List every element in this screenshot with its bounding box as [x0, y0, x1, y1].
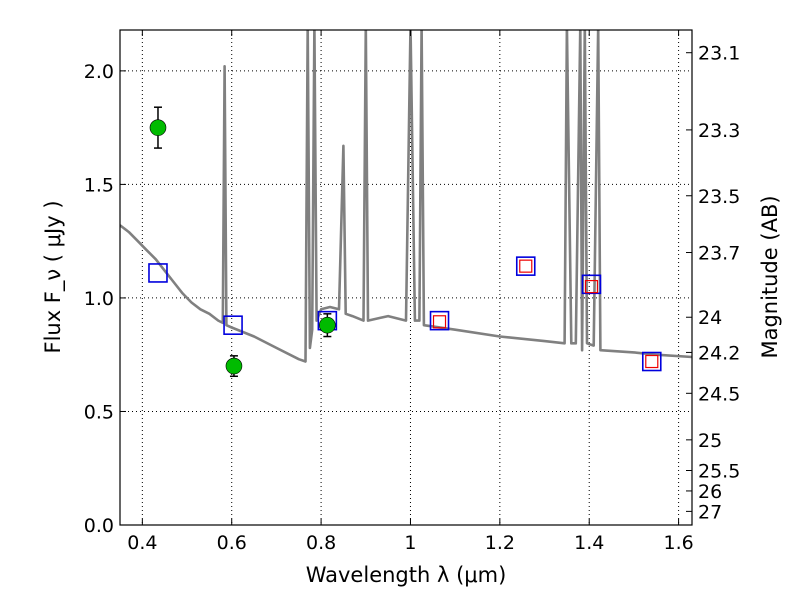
right-tick-label: 24 [698, 307, 722, 329]
right-tick-label: 26 [698, 481, 722, 503]
x-tick-label: 1.4 [574, 532, 604, 554]
y-tick-label: 1.5 [84, 174, 114, 196]
right-axis-title: Magnitude (AB) [758, 195, 782, 358]
right-tick-label: 23.1 [698, 43, 740, 65]
right-tick-label: 27 [698, 501, 722, 523]
x-tick-label: 1.6 [663, 532, 693, 554]
observed-point [149, 119, 167, 136]
model-photometry-box [515, 256, 536, 276]
y-tick-label: 0.5 [84, 401, 114, 423]
ir-photometry-box [519, 259, 533, 273]
model-photometry-box [641, 351, 662, 372]
x-tick-label: 0.8 [306, 532, 336, 554]
x-axis-title: Wavelength λ (μm) [306, 563, 507, 587]
spectrum-line [120, 30, 692, 363]
right-tick-label: 23.7 [698, 243, 740, 265]
y-tick-label: 1.0 [84, 288, 114, 310]
model-photometry-box [148, 263, 168, 283]
ir-photometry-box [645, 354, 659, 369]
model-photometry-box [223, 315, 243, 335]
observed-point [319, 316, 336, 334]
ir-photometry-box [584, 279, 599, 294]
y-tick-label: 2.0 [84, 61, 114, 83]
x-tick-label: 1 [404, 532, 416, 554]
tick-labels: 0.4 0.6 0.8 1 1.2 1.4 1.6 0.0 0.5 1.0 1.5 2.0 23.1 23… [84, 43, 741, 554]
right-tick-label: 23.5 [698, 186, 740, 208]
model-photometry-box [581, 274, 602, 295]
photometry-markers [148, 106, 662, 378]
plot-frame [119, 29, 693, 526]
x-tick-label: 0.6 [217, 532, 247, 554]
ir-photometry-box [432, 315, 447, 329]
observed-point [225, 357, 243, 375]
y-axis-title: Flux F_ν ( μJy ) [41, 200, 66, 353]
right-tick-label: 24.2 [698, 342, 740, 364]
x-tick-label: 1.2 [485, 532, 515, 554]
model-photometry-box [429, 310, 450, 331]
right-tick-label: 24.5 [698, 383, 740, 405]
right-tick-label: 25.5 [698, 461, 740, 483]
right-tick-label: 25 [698, 430, 722, 452]
model-spectrum [120, 30, 692, 363]
y-tick-label: 0.0 [84, 515, 114, 537]
axes-frame [119, 29, 693, 526]
x-tick-label: 0.4 [127, 532, 157, 554]
right-tick-label: 23.3 [698, 120, 740, 142]
